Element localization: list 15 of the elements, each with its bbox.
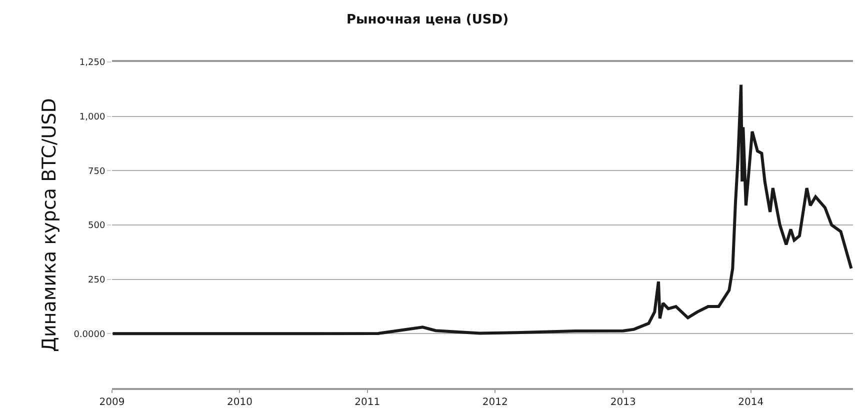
x-tick-label: 2014 <box>738 397 764 408</box>
y-axis-title: Динамика курса BTC/USD <box>38 98 61 352</box>
y-tick-label: 1,250 <box>79 58 106 68</box>
x-tick-label: 2012 <box>482 397 508 408</box>
x-tick-label: 2010 <box>226 397 252 408</box>
x-tick-label: 2013 <box>610 397 636 408</box>
y-tick-label: 500 <box>88 221 106 232</box>
chart-title: Рыночная цена (USD) <box>346 12 509 28</box>
y-tick-label: 750 <box>88 166 106 177</box>
line-series <box>112 83 853 336</box>
y-tick-label: 250 <box>88 275 106 286</box>
y-tick-label: 1,000 <box>79 112 106 122</box>
y-tick-label: 0.0000 <box>74 330 106 340</box>
x-tick-label: 2011 <box>354 397 380 408</box>
x-tick-label: 2009 <box>99 397 125 408</box>
